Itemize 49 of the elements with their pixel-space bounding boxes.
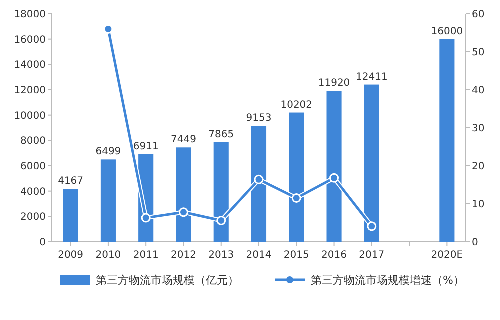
bar	[100, 160, 116, 242]
data-label: 11920	[318, 78, 350, 90]
y2-tick-label: 50	[472, 48, 485, 58]
data-label: 9153	[246, 113, 272, 124]
y-tick-label: 4000	[20, 186, 46, 198]
point	[330, 173, 340, 183]
point	[216, 216, 226, 226]
y-tick-label: 2000	[20, 212, 46, 224]
y2-tick-label: 60	[472, 10, 485, 20]
y-tick-label: 12000	[14, 86, 46, 96]
data-label: 7865	[208, 129, 234, 140]
x-tick-label: 2017	[359, 250, 385, 261]
y2-tick-label: 40	[472, 86, 485, 96]
bar	[63, 189, 78, 242]
data-label: 4167	[58, 176, 84, 188]
y-tick-label: 10000	[14, 110, 46, 122]
point	[254, 174, 264, 184]
y-tick-label: 16000	[14, 34, 46, 46]
x-tick-label: 2009	[58, 250, 84, 261]
data-label: 12411	[356, 72, 388, 83]
legend-label: 第三方物流市场规模（亿元）	[96, 274, 239, 287]
point	[367, 222, 377, 232]
y-tick-label: 0	[40, 238, 46, 248]
y2-tick-label: 30	[472, 124, 485, 134]
x-tick-label: 2010	[96, 250, 122, 261]
x-tick-label: 2012	[171, 250, 196, 261]
x-tick-label: 2011	[133, 250, 159, 261]
y2-tick-label: 0	[472, 238, 478, 248]
y2-tick-label: 20	[472, 162, 485, 172]
y-tick-label: 8000	[20, 136, 46, 148]
point	[292, 194, 302, 204]
data-label: 7449	[171, 134, 196, 146]
x-tick-label: 2013	[208, 250, 234, 261]
data-label: 6911	[133, 141, 159, 152]
data-label: 6499	[96, 146, 122, 158]
x-tick-label: 2015	[284, 250, 310, 261]
x-tick-label: 2014	[246, 250, 272, 261]
bar	[440, 39, 455, 242]
point	[178, 208, 188, 218]
y-tick-label: 18000	[14, 10, 46, 20]
y-tick-label: 14000	[14, 60, 46, 72]
data-label: 10202	[280, 100, 313, 111]
x-tick-label: 2016	[322, 250, 347, 261]
y-tick-label: 6000	[20, 162, 46, 172]
y2-tick-label: 10	[472, 200, 485, 210]
legend-label: 第三方物流市场规模增速（%）	[311, 274, 464, 287]
x-tick-label: 2020E	[431, 250, 464, 261]
data-label: 16000	[431, 26, 464, 38]
point	[141, 213, 151, 223]
